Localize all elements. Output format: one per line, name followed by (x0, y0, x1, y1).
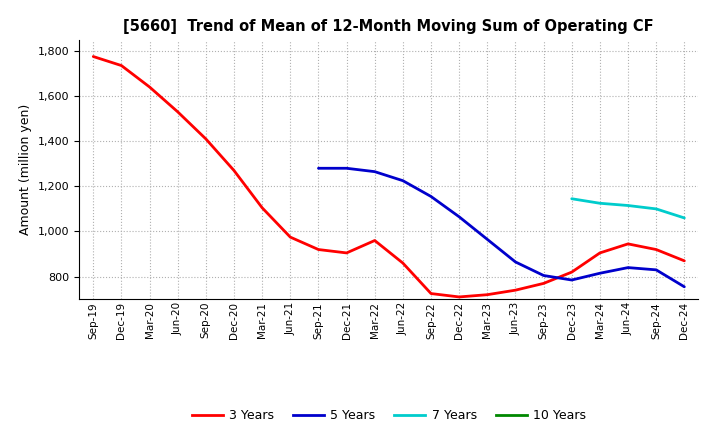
7 Years (652, 206, 660, 212)
5 Years (370, 169, 379, 174)
7 Years (680, 215, 688, 220)
7 Years (624, 203, 632, 208)
3 Years (342, 250, 351, 256)
5 Years (595, 271, 604, 276)
5 Years (483, 237, 492, 242)
5 Years (539, 273, 548, 278)
5 Years (624, 265, 632, 270)
3 Years (370, 238, 379, 243)
3 Years (483, 292, 492, 297)
3 Years (652, 247, 660, 252)
Title: [5660]  Trend of Mean of 12-Month Moving Sum of Operating CF: [5660] Trend of Mean of 12-Month Moving … (124, 19, 654, 34)
3 Years (145, 84, 154, 90)
7 Years (567, 196, 576, 202)
3 Years (624, 241, 632, 246)
5 Years (314, 165, 323, 171)
3 Years (286, 235, 294, 240)
3 Years (680, 258, 688, 264)
5 Years (399, 178, 408, 183)
Line: 3 Years: 3 Years (94, 56, 684, 297)
3 Years (567, 269, 576, 275)
5 Years (342, 165, 351, 171)
5 Years (427, 194, 436, 199)
Y-axis label: Amount (million yen): Amount (million yen) (19, 104, 32, 235)
3 Years (89, 54, 98, 59)
3 Years (427, 291, 436, 296)
5 Years (511, 259, 520, 264)
3 Years (455, 294, 464, 300)
3 Years (202, 136, 210, 142)
3 Years (595, 250, 604, 256)
5 Years (652, 267, 660, 272)
3 Years (399, 260, 408, 266)
5 Years (567, 277, 576, 282)
7 Years (595, 201, 604, 206)
3 Years (117, 63, 126, 68)
Line: 5 Years: 5 Years (318, 168, 684, 287)
Legend: 3 Years, 5 Years, 7 Years, 10 Years: 3 Years, 5 Years, 7 Years, 10 Years (186, 404, 591, 427)
3 Years (174, 109, 182, 114)
3 Years (314, 247, 323, 252)
3 Years (230, 168, 238, 173)
3 Years (258, 205, 266, 210)
3 Years (511, 287, 520, 293)
5 Years (455, 214, 464, 220)
5 Years (680, 284, 688, 290)
3 Years (539, 281, 548, 286)
Line: 7 Years: 7 Years (572, 199, 684, 218)
